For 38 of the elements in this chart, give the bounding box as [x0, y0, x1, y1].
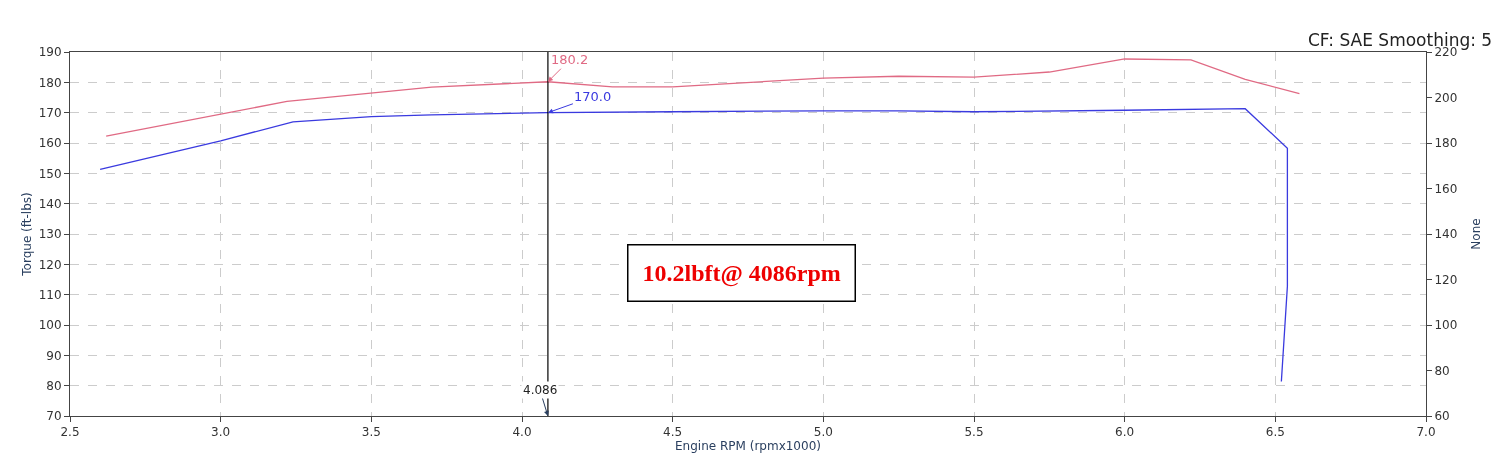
- annotation: 170.0: [574, 89, 612, 104]
- x-tick-label: 2.5: [60, 425, 80, 440]
- x-tick-label: 4.5: [663, 425, 683, 440]
- annotation: 180.2: [551, 52, 589, 67]
- y-axis-title: Torque (ft-lbs): [19, 192, 34, 277]
- x-tick-label: 3.5: [361, 425, 381, 440]
- y2-tick-label: 200: [1434, 90, 1458, 105]
- y2-tick-label: 60: [1434, 409, 1450, 424]
- y-tick-label: 120: [38, 257, 62, 272]
- y-tick-label: 70: [46, 409, 62, 424]
- y2-tick-label: 120: [1434, 272, 1458, 287]
- y2-tick-label: 160: [1434, 181, 1458, 196]
- y-tick-label: 110: [38, 287, 62, 302]
- x-tick-label: 3.0: [211, 425, 231, 440]
- y-tick-label: 190: [38, 45, 62, 60]
- y2-tick-label: 80: [1434, 363, 1450, 378]
- x-axis-title: Engine RPM (rpmx1000): [675, 439, 821, 454]
- annotation: 10.2lbft@ 4086rpm: [642, 259, 841, 287]
- y-tick-label: 160: [38, 136, 62, 151]
- ref-line-label: 4.086: [523, 383, 558, 397]
- x-tick-label: 4.0: [512, 425, 532, 440]
- y-tick-label: 180: [38, 75, 62, 90]
- y-tick-label: 80: [46, 378, 62, 393]
- y2-axis-title: None: [1469, 218, 1484, 250]
- x-tick-label: 5.0: [813, 425, 833, 440]
- x-tick-label: 7.0: [1416, 425, 1436, 440]
- x-tick-label: 6.5: [1265, 425, 1285, 440]
- y-tick-label: 170: [38, 105, 62, 120]
- y-tick-label: 140: [38, 196, 62, 211]
- y2-tick-label: 100: [1434, 318, 1458, 333]
- x-tick-label: 5.5: [964, 425, 984, 440]
- y-tick-label: 150: [38, 166, 62, 181]
- y2-tick-label: 140: [1434, 227, 1458, 242]
- y-tick-label: 130: [38, 227, 62, 242]
- y-tick-label: 100: [38, 318, 62, 333]
- x-tick-label: 6.0: [1115, 425, 1135, 440]
- y2-tick-label: 180: [1434, 136, 1458, 151]
- y-tick-label: 90: [46, 348, 62, 363]
